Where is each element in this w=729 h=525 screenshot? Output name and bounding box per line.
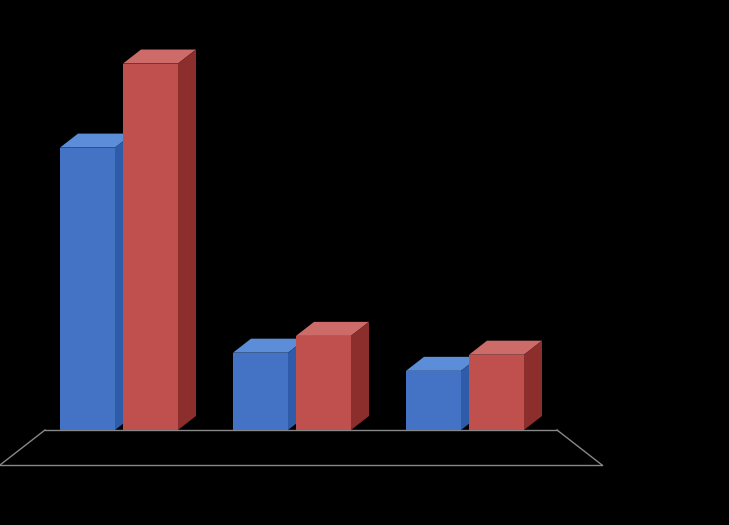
Polygon shape (60, 148, 115, 430)
Polygon shape (123, 64, 178, 430)
Polygon shape (351, 322, 369, 430)
Polygon shape (406, 357, 479, 371)
Polygon shape (233, 353, 288, 430)
Polygon shape (469, 341, 542, 355)
Polygon shape (288, 339, 306, 430)
Polygon shape (406, 371, 461, 430)
Polygon shape (123, 49, 196, 64)
Polygon shape (60, 133, 133, 148)
Polygon shape (296, 322, 369, 336)
Polygon shape (233, 339, 306, 353)
Polygon shape (524, 341, 542, 430)
Polygon shape (469, 355, 524, 430)
Polygon shape (178, 49, 196, 430)
Polygon shape (461, 357, 479, 430)
Polygon shape (296, 336, 351, 430)
Polygon shape (115, 133, 133, 430)
